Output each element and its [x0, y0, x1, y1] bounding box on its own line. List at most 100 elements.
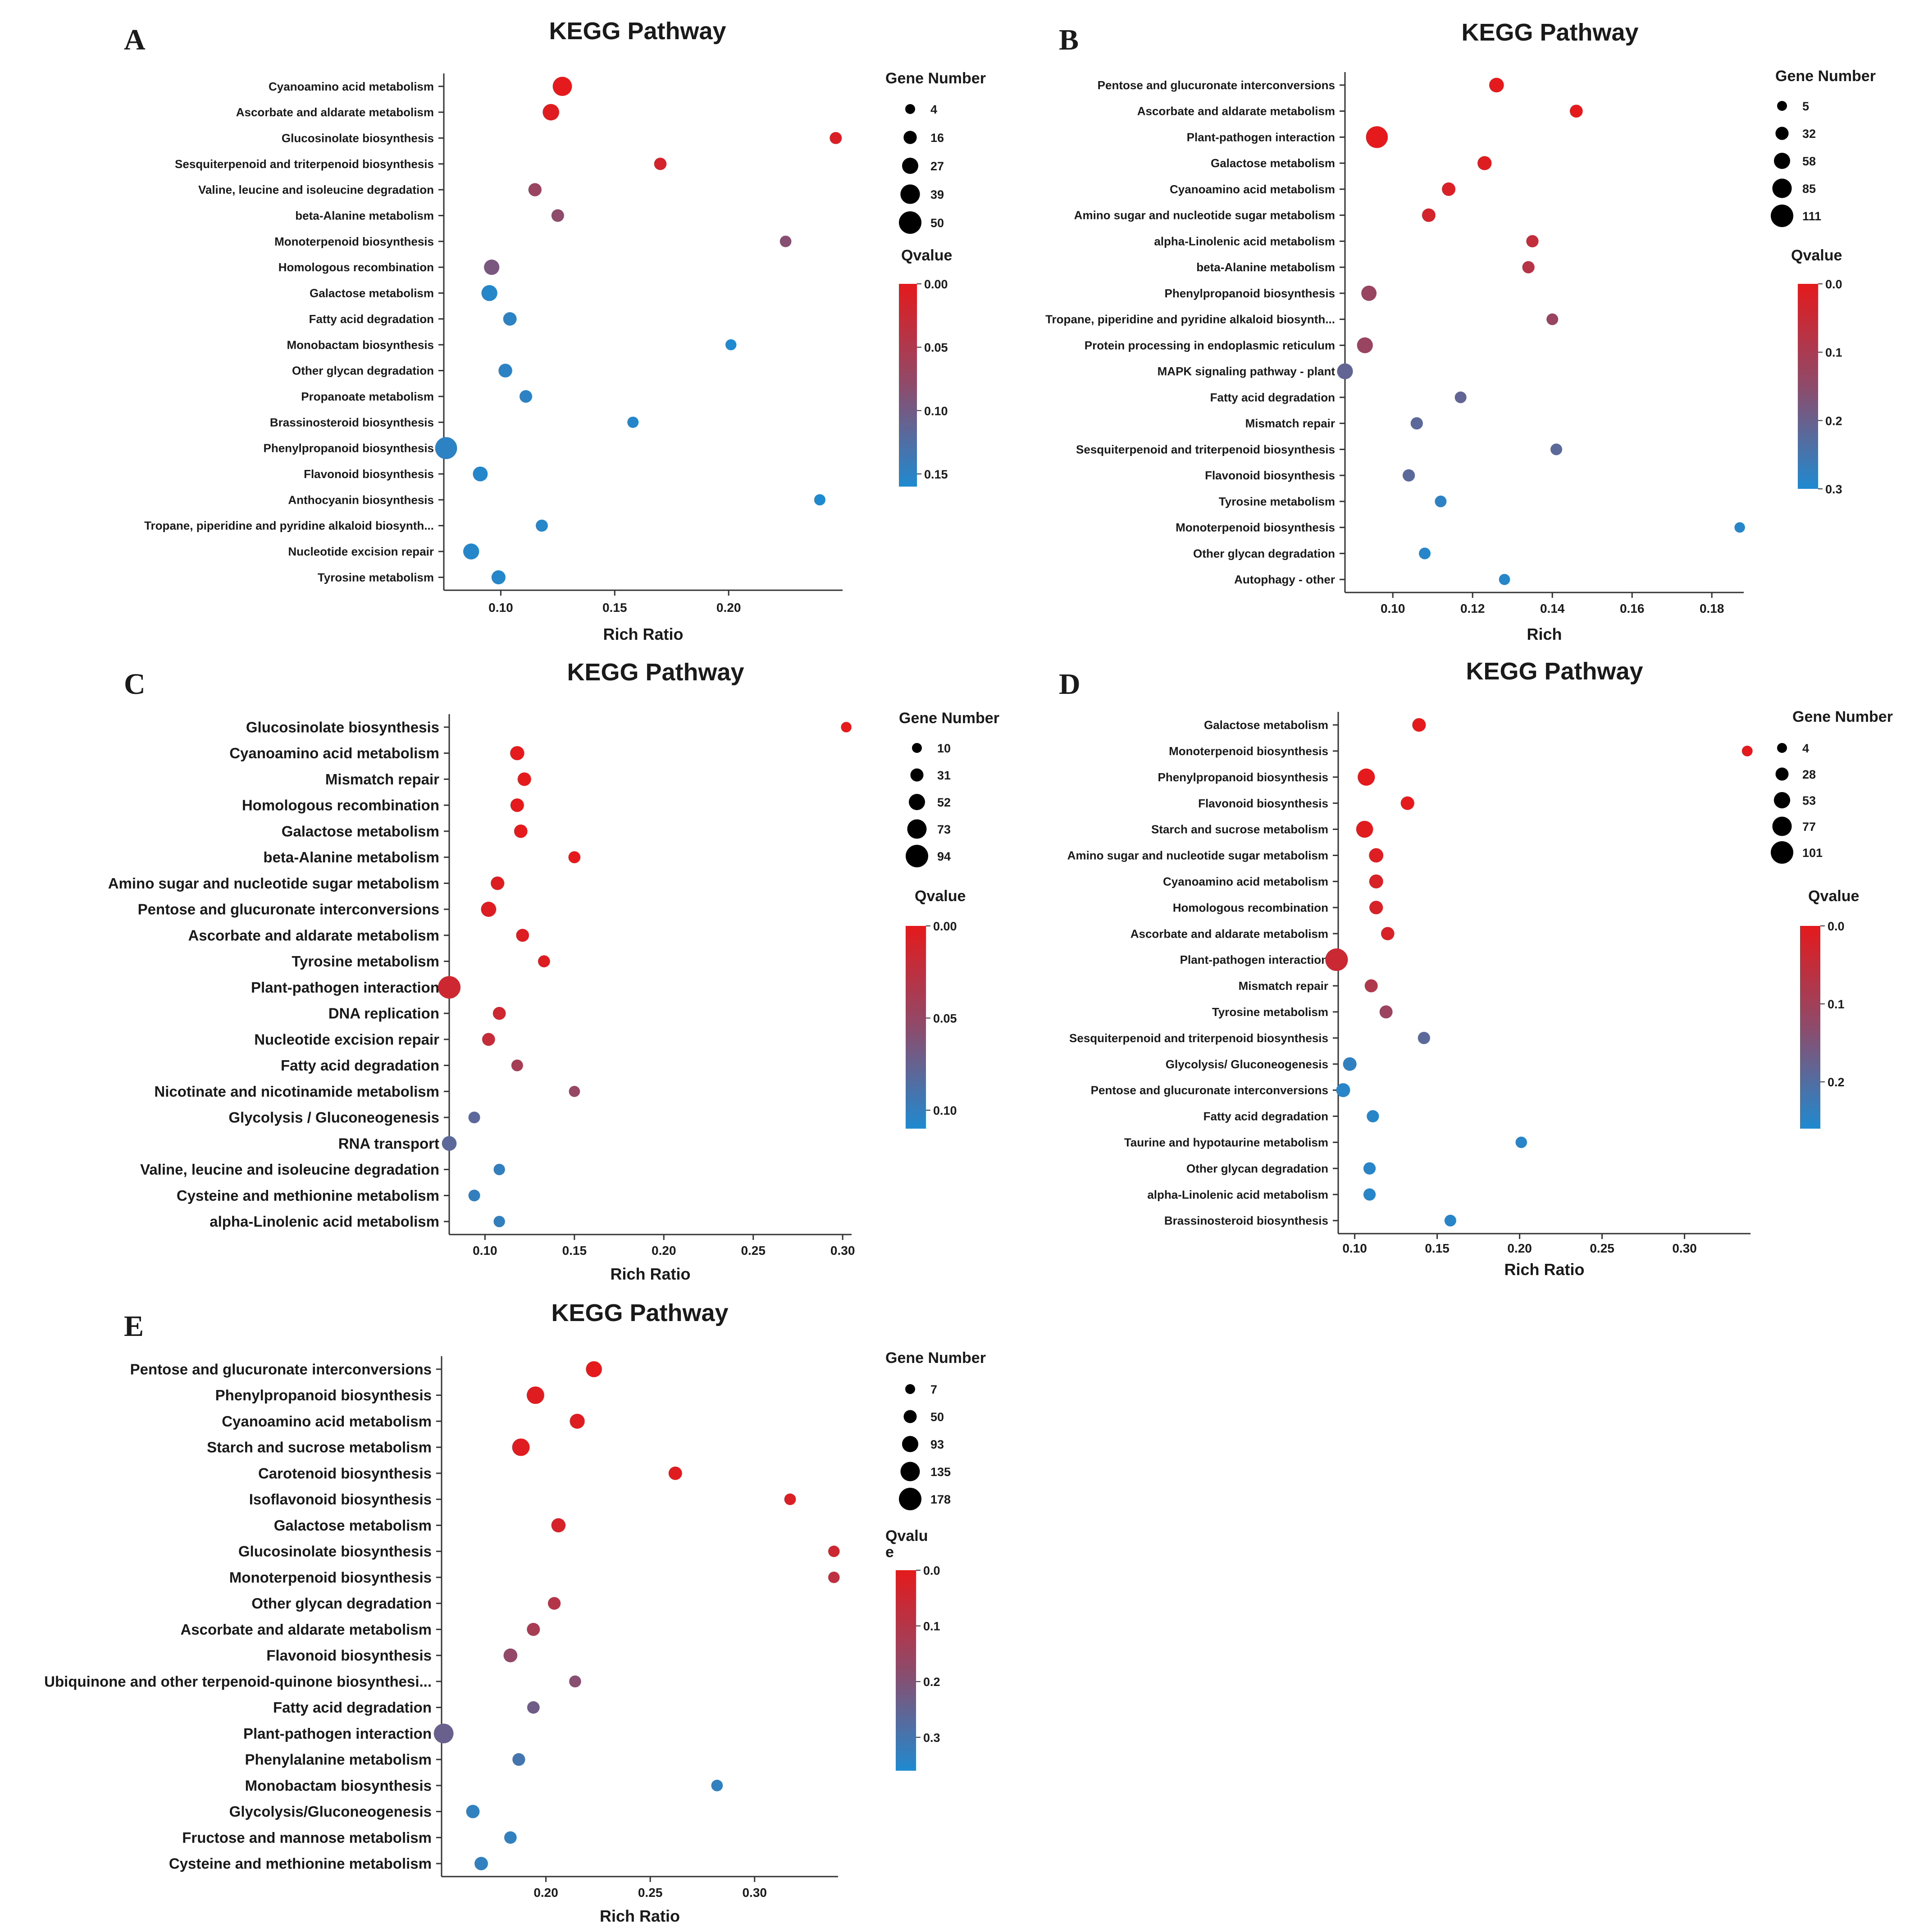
- data-point: [1369, 901, 1383, 915]
- data-point: [493, 1163, 505, 1176]
- category-label: Monobactam biosynthesis: [245, 1777, 432, 1794]
- data-point: [551, 1518, 566, 1533]
- data-point: [814, 494, 825, 506]
- color-legend-label: 0.0: [1825, 278, 1842, 291]
- color-legend-label: 0.10: [933, 1104, 957, 1117]
- category-label: DNA replication: [328, 1005, 439, 1022]
- size-legend-circle: [1771, 841, 1793, 864]
- color-legend-label: 0.0: [1828, 920, 1845, 933]
- panel-b: B KEGG Pathway 0.10 0.12 0.14 0.16 0.18 Rich Pen…: [1045, 19, 1876, 643]
- x-tick-label: 0.25: [741, 1244, 766, 1258]
- x-tick-label: 0.20: [652, 1244, 676, 1258]
- category-label: Flavonoid biosynthesis: [1205, 469, 1335, 482]
- data-point: [711, 1779, 723, 1791]
- data-point: [1358, 768, 1375, 786]
- size-legend-title: Gene Number: [885, 70, 986, 87]
- category-label: Fatty acid degradation: [309, 312, 434, 326]
- panel-letter: D: [1059, 668, 1080, 701]
- data-point: [668, 1466, 682, 1480]
- color-legend-label: 0.2: [1825, 414, 1842, 428]
- data-point: [1412, 718, 1426, 732]
- size-legend-value: 53: [1802, 794, 1816, 807]
- category-label: Fatty acid degradation: [1203, 1110, 1328, 1123]
- data-point: [510, 798, 524, 812]
- data-point: [484, 260, 500, 275]
- size-legend-value: 58: [1802, 155, 1816, 168]
- data-point: [542, 104, 559, 121]
- color-legend-title: Qvalue: [1808, 888, 1859, 905]
- size-legend-circle: [899, 211, 921, 234]
- category-label: Taurine and hypotaurine metabolism: [1124, 1135, 1328, 1149]
- size-legend-circle: [1772, 816, 1792, 836]
- category-label: Valine, leucine and isoleucine degradati…: [140, 1161, 439, 1178]
- data-point: [512, 1753, 525, 1766]
- size-legend-value: 4: [1802, 742, 1809, 755]
- size-legend-value: 77: [1802, 820, 1816, 834]
- size-legend-circle: [903, 131, 917, 144]
- color-legend-title: Qvalue: [915, 888, 966, 905]
- color-legend-label: 0.2: [923, 1675, 940, 1689]
- data-point: [492, 1007, 506, 1020]
- category-label: Fatty acid degradation: [1210, 391, 1335, 404]
- category-label: Flavonoid biosynthesis: [304, 467, 434, 481]
- category-label: Galactose metabolism: [1204, 718, 1328, 732]
- x-axis-label: Rich: [1527, 625, 1562, 643]
- size-legend-value: 93: [930, 1438, 944, 1451]
- category-label: Phenylpropanoid biosynthesis: [1158, 770, 1329, 784]
- color-legend-title: Qvalue: [901, 247, 952, 264]
- category-label: Plant-pathogen interaction: [1187, 130, 1335, 144]
- data-point: [527, 1622, 540, 1636]
- category-label: Tyrosine metabolism: [1212, 1005, 1328, 1019]
- category-label: Nicotinate and nicotinamide metabolism: [154, 1083, 439, 1100]
- data-point: [828, 1572, 840, 1583]
- category-label: Sesquiterpenoid and triterpenoid biosynt…: [1076, 442, 1335, 456]
- category-label: Cyanoamino acid metabolism: [229, 745, 439, 761]
- data-point: [1550, 443, 1563, 456]
- size-legend-circle: [902, 158, 918, 174]
- category-label: Sesquiterpenoid and triterpenoid biosynt…: [175, 157, 434, 171]
- category-label: Starch and sucrose metabolism: [1151, 823, 1328, 836]
- category-label: alpha-Linolenic acid metabolism: [210, 1213, 439, 1230]
- data-point: [1435, 495, 1447, 507]
- category-label: alpha-Linolenic acid metabolism: [1147, 1188, 1328, 1201]
- panel-letter: A: [124, 23, 146, 56]
- x-tick-label: 0.30: [742, 1886, 767, 1900]
- category-label: Glucosinolate biosynthesis: [238, 1543, 432, 1560]
- color-legend-label: 0.15: [924, 468, 948, 481]
- category-label: Mismatch repair: [1245, 417, 1335, 430]
- panel-a: A KEGG Pathway 0.10 0.15 0.20 Rich Ratio Cyano…: [124, 18, 986, 643]
- color-legend-label: 0.05: [933, 1012, 957, 1025]
- category-label: alpha-Linolenic acid metabolism: [1154, 234, 1335, 248]
- x-tick-label: 0.20: [533, 1886, 558, 1900]
- data-point: [1361, 285, 1377, 301]
- size-legend-value: 4: [930, 103, 937, 116]
- category-label: Other glycan degradation: [251, 1595, 432, 1612]
- category-label: Glucosinolate biosynthesis: [282, 131, 434, 145]
- category-label: Plant-pathogen interaction: [243, 1725, 432, 1742]
- data-point: [498, 364, 512, 378]
- color-legend-label: 0.05: [924, 341, 948, 355]
- data-point: [1325, 948, 1348, 971]
- category-label: Pentose and glucuronate interconversions: [1098, 78, 1335, 92]
- data-point: [1357, 337, 1373, 353]
- x-tick-label: 0.15: [1425, 1241, 1450, 1255]
- data-point: [520, 390, 533, 403]
- data-point: [1419, 547, 1431, 560]
- data-point: [1741, 745, 1753, 756]
- category-label: Homologous recombination: [278, 260, 434, 274]
- size-legend-circle: [1774, 153, 1790, 169]
- data-point: [1410, 417, 1423, 430]
- size-legend-value: 28: [1802, 768, 1816, 781]
- category-label: Carotenoid biosynthesis: [258, 1465, 432, 1481]
- size-legend-circle: [912, 743, 922, 753]
- data-point: [1546, 313, 1559, 325]
- category-label: Pentose and glucuronate interconversions: [1091, 1084, 1328, 1097]
- size-legend-circle: [899, 1488, 921, 1510]
- data-point: [473, 466, 488, 482]
- data-point: [654, 157, 667, 170]
- category-label: Amino sugar and nucleotide sugar metabol…: [108, 875, 439, 892]
- category-label: Phenylpropanoid biosynthesis: [264, 442, 434, 455]
- category-label: Ascorbate and aldarate metabolism: [188, 927, 439, 943]
- data-point: [1442, 182, 1456, 196]
- size-legend-value: 50: [930, 216, 944, 230]
